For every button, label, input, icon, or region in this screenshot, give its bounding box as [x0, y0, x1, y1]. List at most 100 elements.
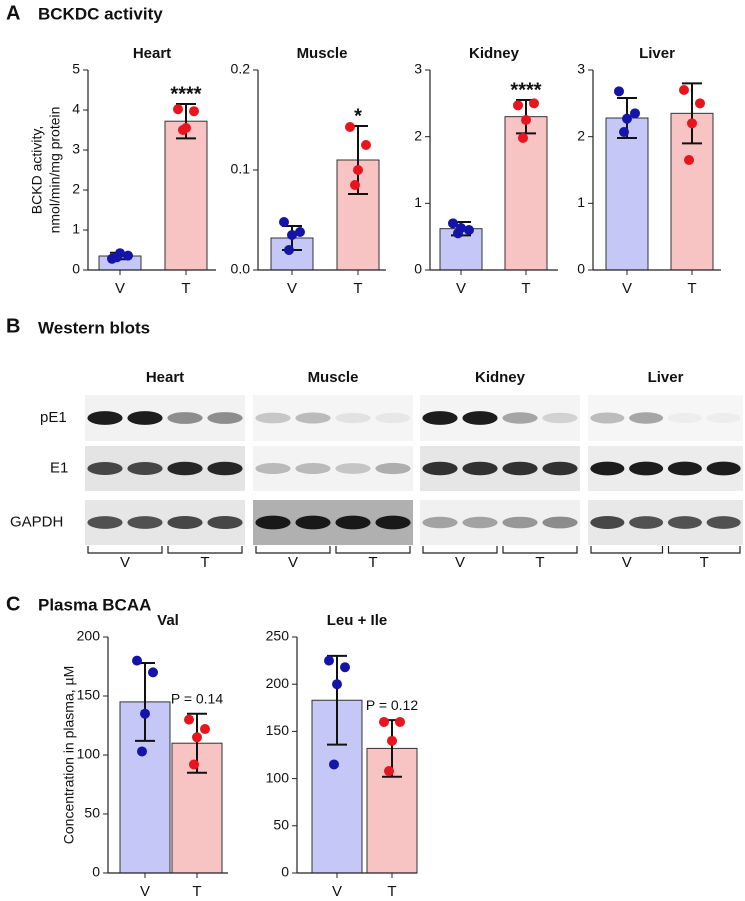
blot-band: [590, 516, 625, 529]
group-bracket: [167, 546, 243, 554]
data-point: [340, 662, 350, 673]
blot-band: [255, 463, 291, 474]
y-tick-label: 100: [266, 769, 290, 785]
blot-band: [375, 515, 411, 530]
blot-band: [502, 461, 538, 476]
x-tick-label: T: [387, 883, 396, 900]
data-point: [453, 228, 463, 239]
y-tick-label: 100: [77, 746, 101, 762]
blot-band: [667, 461, 702, 476]
data-point: [178, 125, 188, 135]
y-tick-label: 2: [414, 127, 422, 143]
group-label: V: [288, 554, 298, 571]
y-tick-label: 250: [266, 628, 290, 644]
blot-background: [588, 395, 743, 441]
group-bracket: [502, 546, 578, 554]
data-point: [324, 655, 334, 666]
blot-title: Heart: [146, 369, 184, 386]
x-tick-label: V: [332, 883, 342, 900]
annotation: ****: [510, 79, 541, 101]
x-tick-label: T: [181, 280, 190, 297]
error-bar: [682, 82, 702, 145]
data-point: [387, 735, 397, 746]
data-point: [184, 714, 194, 725]
blot-band: [542, 412, 578, 424]
data-point: [279, 217, 289, 227]
blot-band: [629, 516, 664, 529]
y-tick-label: 50: [273, 817, 289, 833]
bar: [504, 116, 548, 271]
blot-band: [667, 516, 702, 529]
data-point: [464, 225, 474, 235]
blot-band: [542, 461, 578, 476]
blot-band: [422, 461, 458, 476]
blot-band: [295, 515, 331, 530]
group-bracket: [87, 546, 163, 554]
blot-band: [375, 412, 411, 424]
annotation: P = 0.12: [366, 697, 419, 713]
blot-band: [87, 462, 123, 475]
data-point: [687, 118, 697, 129]
blot-band: [706, 461, 741, 476]
x-tick-label: T: [353, 280, 362, 297]
data-point: [295, 227, 305, 237]
group-label: V: [622, 554, 632, 571]
blot-title: Liver: [648, 369, 684, 386]
y-tick-label: 3: [577, 61, 585, 77]
y-tick-label: 2: [577, 127, 585, 143]
panel-title: Western blots: [38, 318, 150, 337]
annotation: *: [354, 105, 362, 127]
blot-band: [207, 516, 243, 529]
blot-band: [706, 412, 741, 424]
y-tick-label: 0: [414, 261, 422, 277]
section-label: B: [6, 315, 20, 337]
y-tick-label: 1: [72, 221, 80, 237]
y-tick-label: 1: [414, 194, 422, 210]
data-point: [123, 250, 133, 261]
data-point: [189, 106, 199, 117]
y-tick-label: 0.2: [231, 61, 251, 77]
data-point: [200, 724, 210, 735]
blot-band: [335, 463, 371, 474]
data-point: [353, 165, 363, 175]
group-label: T: [700, 554, 709, 571]
chart-title: Val: [157, 612, 179, 629]
blot-band: [667, 412, 702, 424]
data-point: [361, 140, 371, 150]
blot-band: [255, 515, 291, 530]
blot-band: [422, 411, 458, 425]
blot-band: [127, 462, 163, 475]
blot-band: [335, 515, 371, 530]
data-point: [679, 85, 689, 95]
data-point: [132, 655, 142, 666]
blot-row-label: E1: [50, 459, 68, 476]
y-tick-label: 3: [72, 141, 80, 157]
data-point: [173, 104, 183, 115]
blot-background: [253, 446, 413, 491]
x-tick-label: T: [192, 883, 201, 900]
y-tick-label: 150: [266, 722, 290, 738]
data-point: [137, 746, 147, 757]
x-tick-label: V: [456, 280, 466, 297]
blot-band: [335, 412, 371, 424]
blot-band: [462, 516, 498, 529]
y-tick-label: 3: [414, 61, 422, 77]
bar: [605, 117, 649, 271]
data-point: [192, 732, 202, 743]
y-tick-label: 5: [72, 61, 80, 77]
group-bracket: [335, 546, 411, 554]
data-point: [513, 100, 523, 111]
data-point: [619, 127, 629, 137]
blot-band: [127, 516, 163, 529]
group-label: V: [120, 554, 130, 571]
x-tick-label: V: [622, 280, 632, 297]
data-point: [189, 759, 199, 770]
blot-band: [629, 461, 664, 476]
blot-band: [590, 461, 625, 476]
blot-row-label: GAPDH: [10, 513, 63, 530]
blot-band: [375, 462, 411, 475]
x-tick-label: V: [287, 280, 297, 297]
y-tick-label: 200: [266, 675, 290, 691]
blot-band: [207, 412, 243, 424]
data-point: [622, 113, 632, 124]
